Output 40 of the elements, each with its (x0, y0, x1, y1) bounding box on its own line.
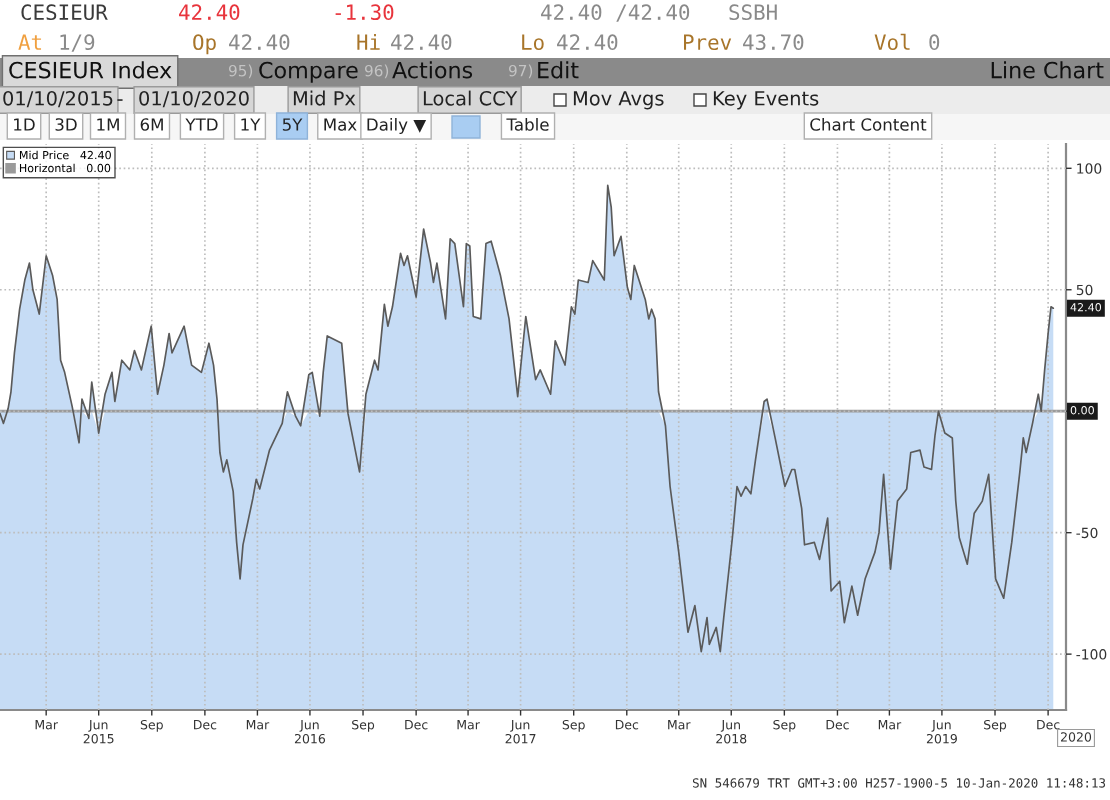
text: 43.70 (743, 34, 804, 51)
text: 6M (140, 118, 163, 131)
text: Prev (684, 34, 732, 51)
text: 42.40 (391, 34, 452, 51)
text: 01/10/2015 (3, 90, 113, 108)
text: Daily ▼ (367, 117, 427, 135)
text: 1D (14, 118, 35, 131)
text: 42.40 /42.40 (541, 4, 690, 22)
text: Edit (538, 61, 579, 79)
text: Actions (392, 61, 473, 79)
text: Key Events (713, 91, 819, 110)
text: 3D (55, 118, 77, 131)
text: Mid Px (293, 90, 356, 106)
text: Vol (874, 33, 910, 51)
text: Compare (259, 61, 358, 83)
text: Local CCY (423, 90, 518, 106)
text: YTD (185, 118, 218, 131)
text: Mov Avgs (573, 91, 664, 110)
text: SSBH (729, 4, 777, 21)
text: 5Y (282, 118, 303, 131)
text: 1/9 (60, 34, 95, 52)
chart-title: CESIEUR Index (9, 61, 172, 79)
text: 01/10/2020 (139, 90, 249, 108)
text: 1M (97, 118, 119, 131)
text: Lo (522, 34, 544, 51)
text: 42.40 (229, 34, 290, 51)
text: At (18, 34, 42, 50)
text: Op (193, 34, 216, 55)
text: - (117, 99, 123, 101)
text: 42.40 (179, 4, 240, 21)
text: Max (324, 118, 357, 131)
text: 42.40 (557, 34, 618, 51)
text: 1Y (241, 118, 261, 131)
text: Hi (357, 33, 380, 50)
text: CESIEUR (21, 4, 108, 21)
text: Chart Content (810, 117, 927, 131)
text: 0 (929, 34, 940, 51)
text: Table (506, 117, 549, 131)
text: Line Chart (991, 61, 1104, 79)
text: -1.30 (335, 4, 394, 21)
